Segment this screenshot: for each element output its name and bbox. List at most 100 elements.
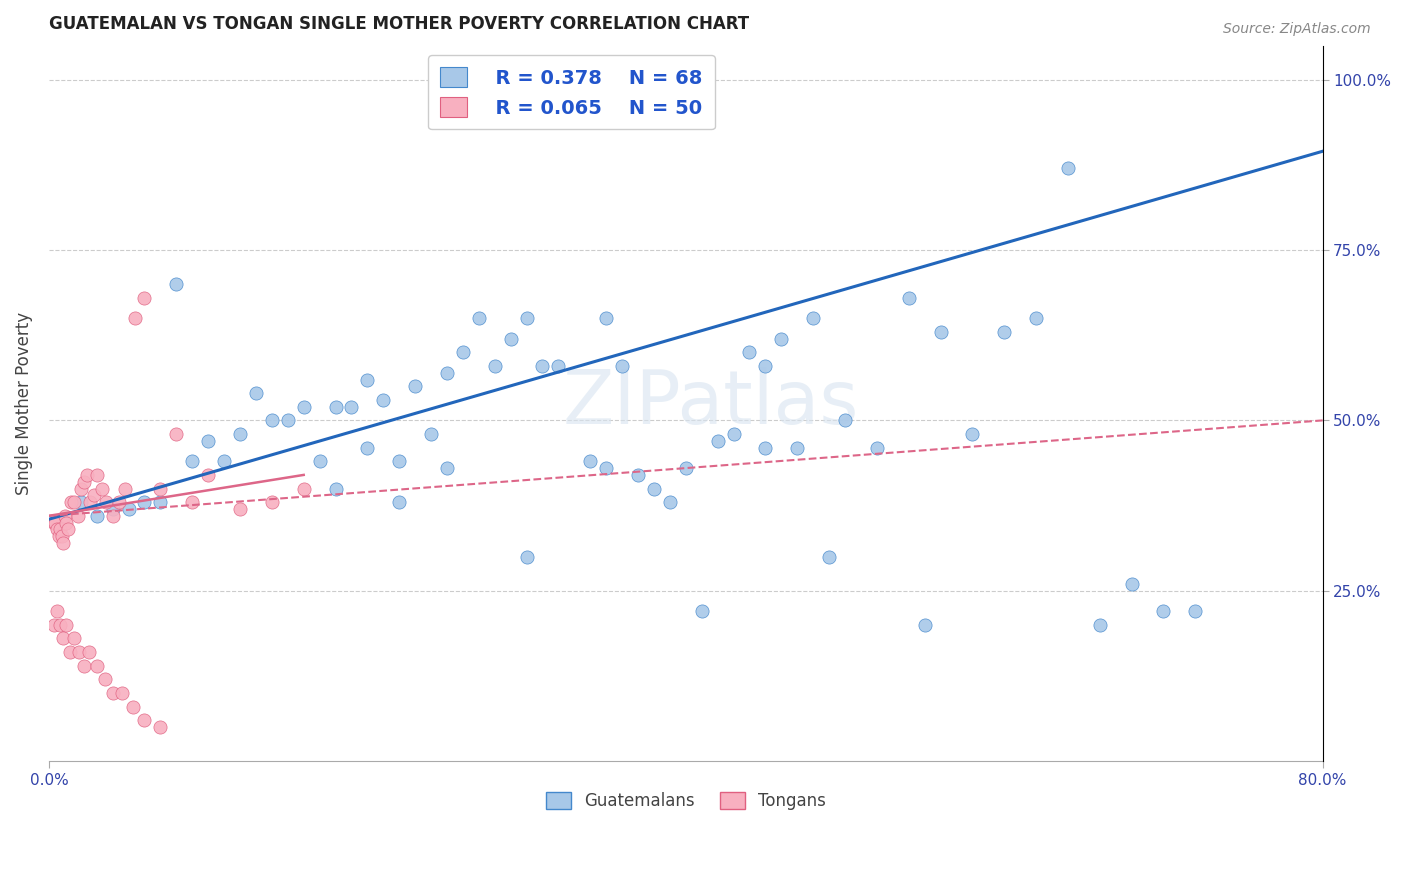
Point — [531, 359, 554, 373]
Point — [388, 495, 411, 509]
Point — [436, 366, 458, 380]
Point — [468, 311, 491, 326]
Legend: Guatemalans, Tongans: Guatemalans, Tongans — [538, 786, 832, 817]
Point — [86, 467, 108, 482]
Point — [292, 482, 315, 496]
Point — [325, 400, 347, 414]
Point — [181, 495, 204, 509]
Point — [101, 508, 124, 523]
Point — [83, 488, 105, 502]
Point — [1025, 311, 1047, 326]
Point — [993, 325, 1015, 339]
Point — [562, 79, 585, 94]
Point — [165, 277, 187, 292]
Point — [76, 467, 98, 482]
Point — [122, 699, 145, 714]
Point — [42, 516, 65, 530]
Point — [754, 359, 776, 373]
Point — [643, 482, 665, 496]
Point — [69, 495, 91, 509]
Point — [42, 617, 65, 632]
Point — [1057, 161, 1080, 176]
Point — [77, 645, 100, 659]
Point — [229, 427, 252, 442]
Point — [96, 495, 118, 509]
Text: Source: ZipAtlas.com: Source: ZipAtlas.com — [1223, 22, 1371, 37]
Point — [308, 454, 330, 468]
Point — [149, 482, 172, 496]
Point — [101, 686, 124, 700]
Point — [658, 495, 681, 509]
Point — [73, 475, 96, 489]
Point — [165, 427, 187, 442]
Point — [73, 658, 96, 673]
Point — [356, 372, 378, 386]
Point — [801, 311, 824, 326]
Point — [49, 617, 72, 632]
Point — [101, 502, 124, 516]
Point — [79, 495, 101, 509]
Point — [723, 427, 745, 442]
Point — [1121, 577, 1143, 591]
Point — [114, 482, 136, 496]
Point — [53, 508, 76, 523]
Point — [675, 461, 697, 475]
Point — [929, 325, 952, 339]
Point — [52, 632, 75, 646]
Point — [610, 359, 633, 373]
Point — [962, 427, 984, 442]
Point — [63, 632, 86, 646]
Point — [66, 508, 89, 523]
Point — [55, 516, 77, 530]
Point — [420, 427, 443, 442]
Point — [499, 332, 522, 346]
Point — [45, 523, 67, 537]
Point — [134, 713, 156, 727]
Point — [86, 508, 108, 523]
Point — [516, 311, 538, 326]
Point — [134, 495, 156, 509]
Point — [627, 467, 650, 482]
Point — [63, 495, 86, 509]
Point — [690, 604, 713, 618]
Point — [55, 617, 77, 632]
Point — [738, 345, 761, 359]
Point — [388, 454, 411, 468]
Point — [547, 359, 569, 373]
Point — [451, 345, 474, 359]
Point — [786, 441, 808, 455]
Point — [897, 291, 920, 305]
Point — [111, 686, 134, 700]
Point — [516, 549, 538, 564]
Point — [197, 434, 219, 448]
Point — [404, 379, 426, 393]
Point — [436, 461, 458, 475]
Point — [108, 495, 131, 509]
Point — [770, 332, 793, 346]
Point — [117, 502, 139, 516]
Point — [245, 386, 267, 401]
Point — [340, 400, 363, 414]
Point — [69, 482, 91, 496]
Point — [52, 536, 75, 550]
Text: ZIPatlas: ZIPatlas — [562, 367, 859, 440]
Point — [134, 291, 156, 305]
Point — [48, 529, 70, 543]
Point — [49, 523, 72, 537]
Point — [197, 467, 219, 482]
Point — [914, 617, 936, 632]
Y-axis label: Single Mother Poverty: Single Mother Poverty — [15, 312, 32, 495]
Point — [149, 495, 172, 509]
Point — [44, 516, 66, 530]
Point — [325, 482, 347, 496]
Point — [277, 413, 299, 427]
Point — [51, 529, 73, 543]
Point — [484, 359, 506, 373]
Point — [579, 454, 602, 468]
Point — [212, 454, 235, 468]
Point — [45, 604, 67, 618]
Point — [356, 441, 378, 455]
Point — [292, 400, 315, 414]
Point — [60, 495, 83, 509]
Text: GUATEMALAN VS TONGAN SINGLE MOTHER POVERTY CORRELATION CHART: GUATEMALAN VS TONGAN SINGLE MOTHER POVER… — [49, 15, 749, 33]
